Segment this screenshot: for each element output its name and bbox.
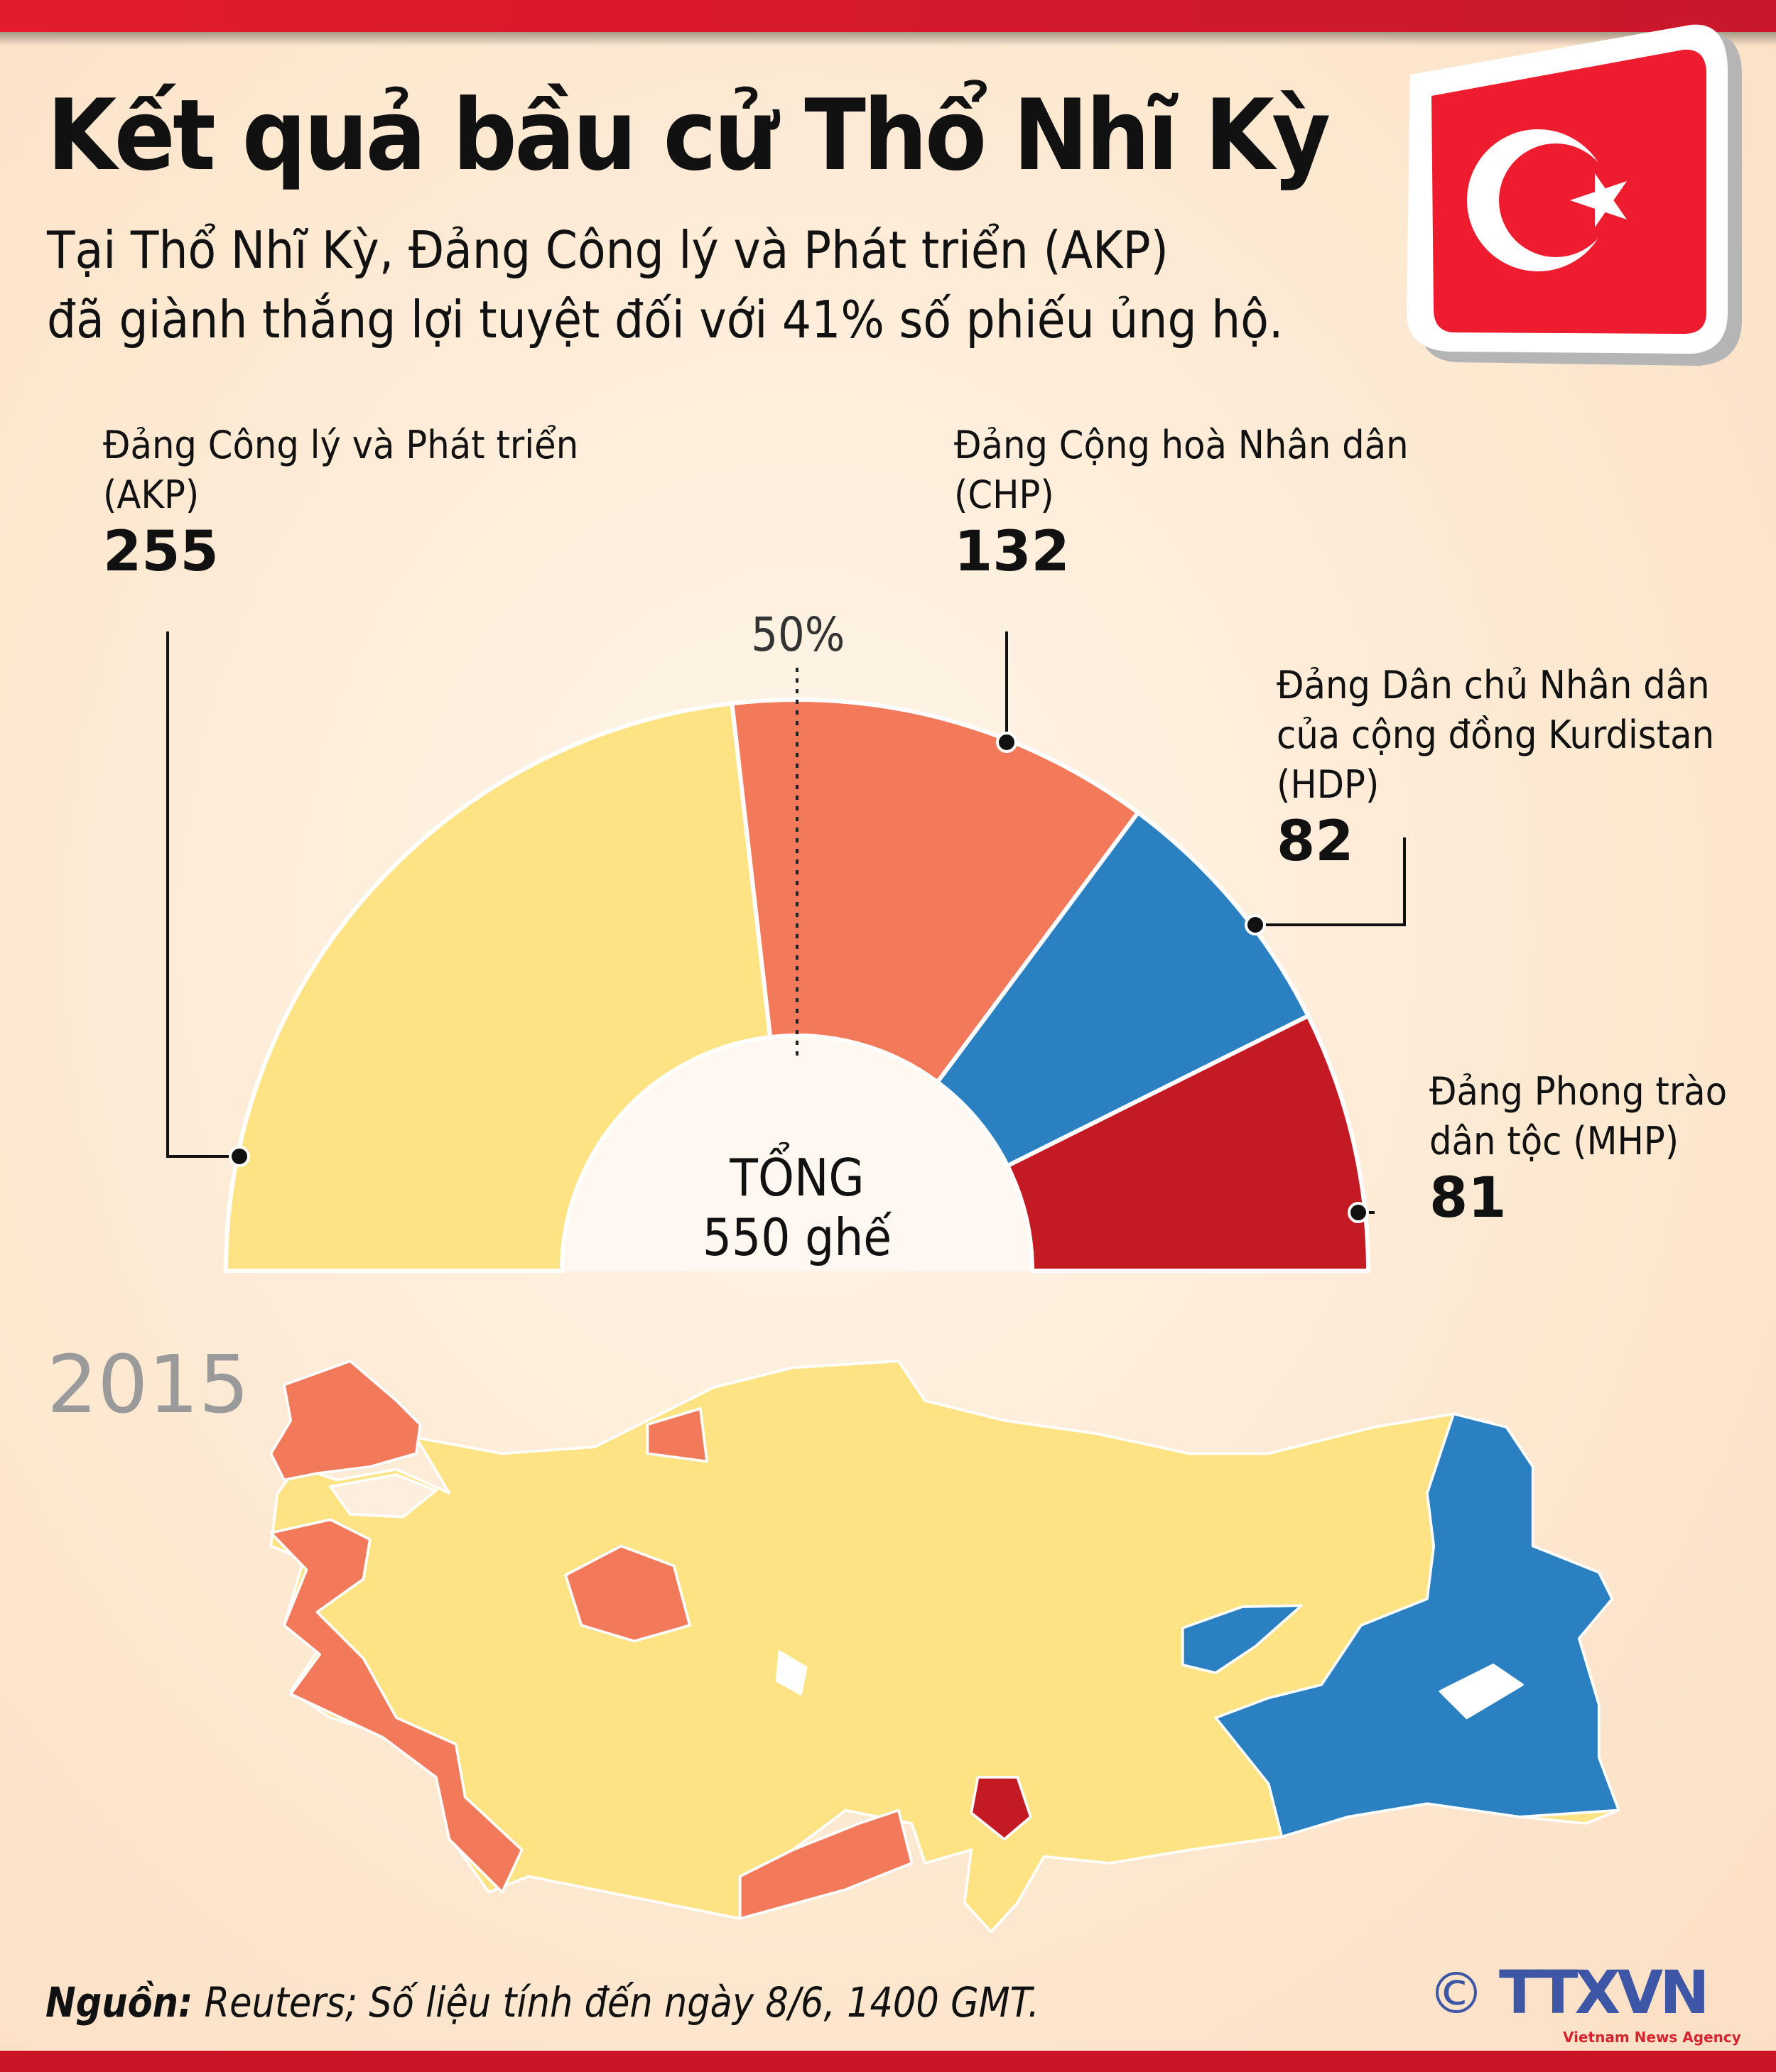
- center-label: TỔNG 550 ghế: [669, 1148, 925, 1267]
- map-chp-central: [564, 1544, 691, 1643]
- center-label-line-2: 550 ghế: [702, 1208, 892, 1267]
- chp-name: Đảng Cộng hoà Nhân dân (CHP): [954, 423, 1409, 517]
- wedge-chp: [730, 698, 1142, 1085]
- source-label: Nguồn:: [45, 1978, 193, 2027]
- center-hole: [564, 1038, 1030, 1271]
- hdp-seats: 82: [1277, 810, 1354, 874]
- akp-label: Đảng Công lý và Phát triển (AKP) 255: [103, 421, 619, 584]
- map-chp-south: [738, 1808, 914, 1920]
- copyright-icon: ©: [1428, 1960, 1485, 2027]
- chp-label: Đảng Cộng hoà Nhân dân (CHP) 132: [954, 421, 1448, 584]
- source-text: Reuters; Số liệu tính đến ngày 8/6, 1400…: [193, 1978, 1040, 2027]
- wedge-akp: [223, 700, 773, 1273]
- akp-name: Đảng Công lý và Phát triển (AKP): [103, 423, 579, 517]
- mhp-seats: 81: [1429, 1166, 1507, 1230]
- turkey-flag-icon: [1407, 24, 1742, 367]
- sea-of-marmara: [329, 1473, 438, 1519]
- logo-subtext: Vietnam News Agency: [1563, 2029, 1741, 2046]
- map-chp-aegean: [269, 1518, 524, 1894]
- mhp-label: Đảng Phong trào dân tộc (MHP) 81: [1429, 1067, 1753, 1230]
- map-year: 2015: [47, 1339, 250, 1431]
- map-hdp-east: [1214, 1412, 1620, 1838]
- logo-text: TTXVN: [1499, 1958, 1710, 2027]
- center-label-line-1: TỔNG: [730, 1148, 865, 1208]
- leader-dot-akp: [229, 1146, 250, 1167]
- subtitle-line-1: Tại Thổ Nhĩ Kỳ, Đảng Công lý và Phát tri…: [47, 220, 1169, 280]
- lake-van: [1439, 1664, 1524, 1720]
- map-chp-thrace: [269, 1360, 422, 1482]
- top-bar: [0, 0, 1776, 32]
- map-chp-zonguldak: [646, 1407, 709, 1463]
- hdp-label: Đảng Dân chủ Nhân dân của cộng đồng Kurd…: [1277, 661, 1753, 874]
- akp-seats: 255: [103, 520, 219, 584]
- bottom-bar: [0, 2051, 1776, 2072]
- hdp-name: Đảng Dân chủ Nhân dân của cộng đồng Kurd…: [1277, 663, 1715, 807]
- leader-dot-hdp: [1245, 914, 1266, 935]
- mhp-name: Đảng Phong trào dân tộc (MHP): [1429, 1069, 1728, 1164]
- subtitle-line-2: đã giành thắng lợi tuyệt đối với 41% số …: [47, 290, 1284, 349]
- chp-seats: 132: [954, 520, 1070, 584]
- source-note: Nguồn: Reuters; Số liệu tính đến ngày 8/…: [45, 1978, 1039, 2027]
- wedge-mhp: [1005, 1013, 1371, 1273]
- leader-dot-chp: [996, 732, 1017, 753]
- wedge-hdp: [934, 809, 1311, 1169]
- leader-dot-mhp: [1348, 1202, 1369, 1223]
- ttxvn-logo: © TTXVN Vietnam News Agency: [1428, 1960, 1755, 2049]
- leader-line-hdp: [1255, 837, 1406, 926]
- threshold-label: 50%: [751, 607, 845, 662]
- leader-line-akp: [166, 631, 239, 1158]
- page-title: Kết quả bầu cử Thổ Nhĩ Kỳ: [47, 78, 1331, 192]
- map-mhp-region: [970, 1776, 1032, 1841]
- lake-tuz: [775, 1650, 808, 1696]
- map-hdp-tunceli: [1181, 1604, 1304, 1674]
- top-shade: [0, 32, 1776, 46]
